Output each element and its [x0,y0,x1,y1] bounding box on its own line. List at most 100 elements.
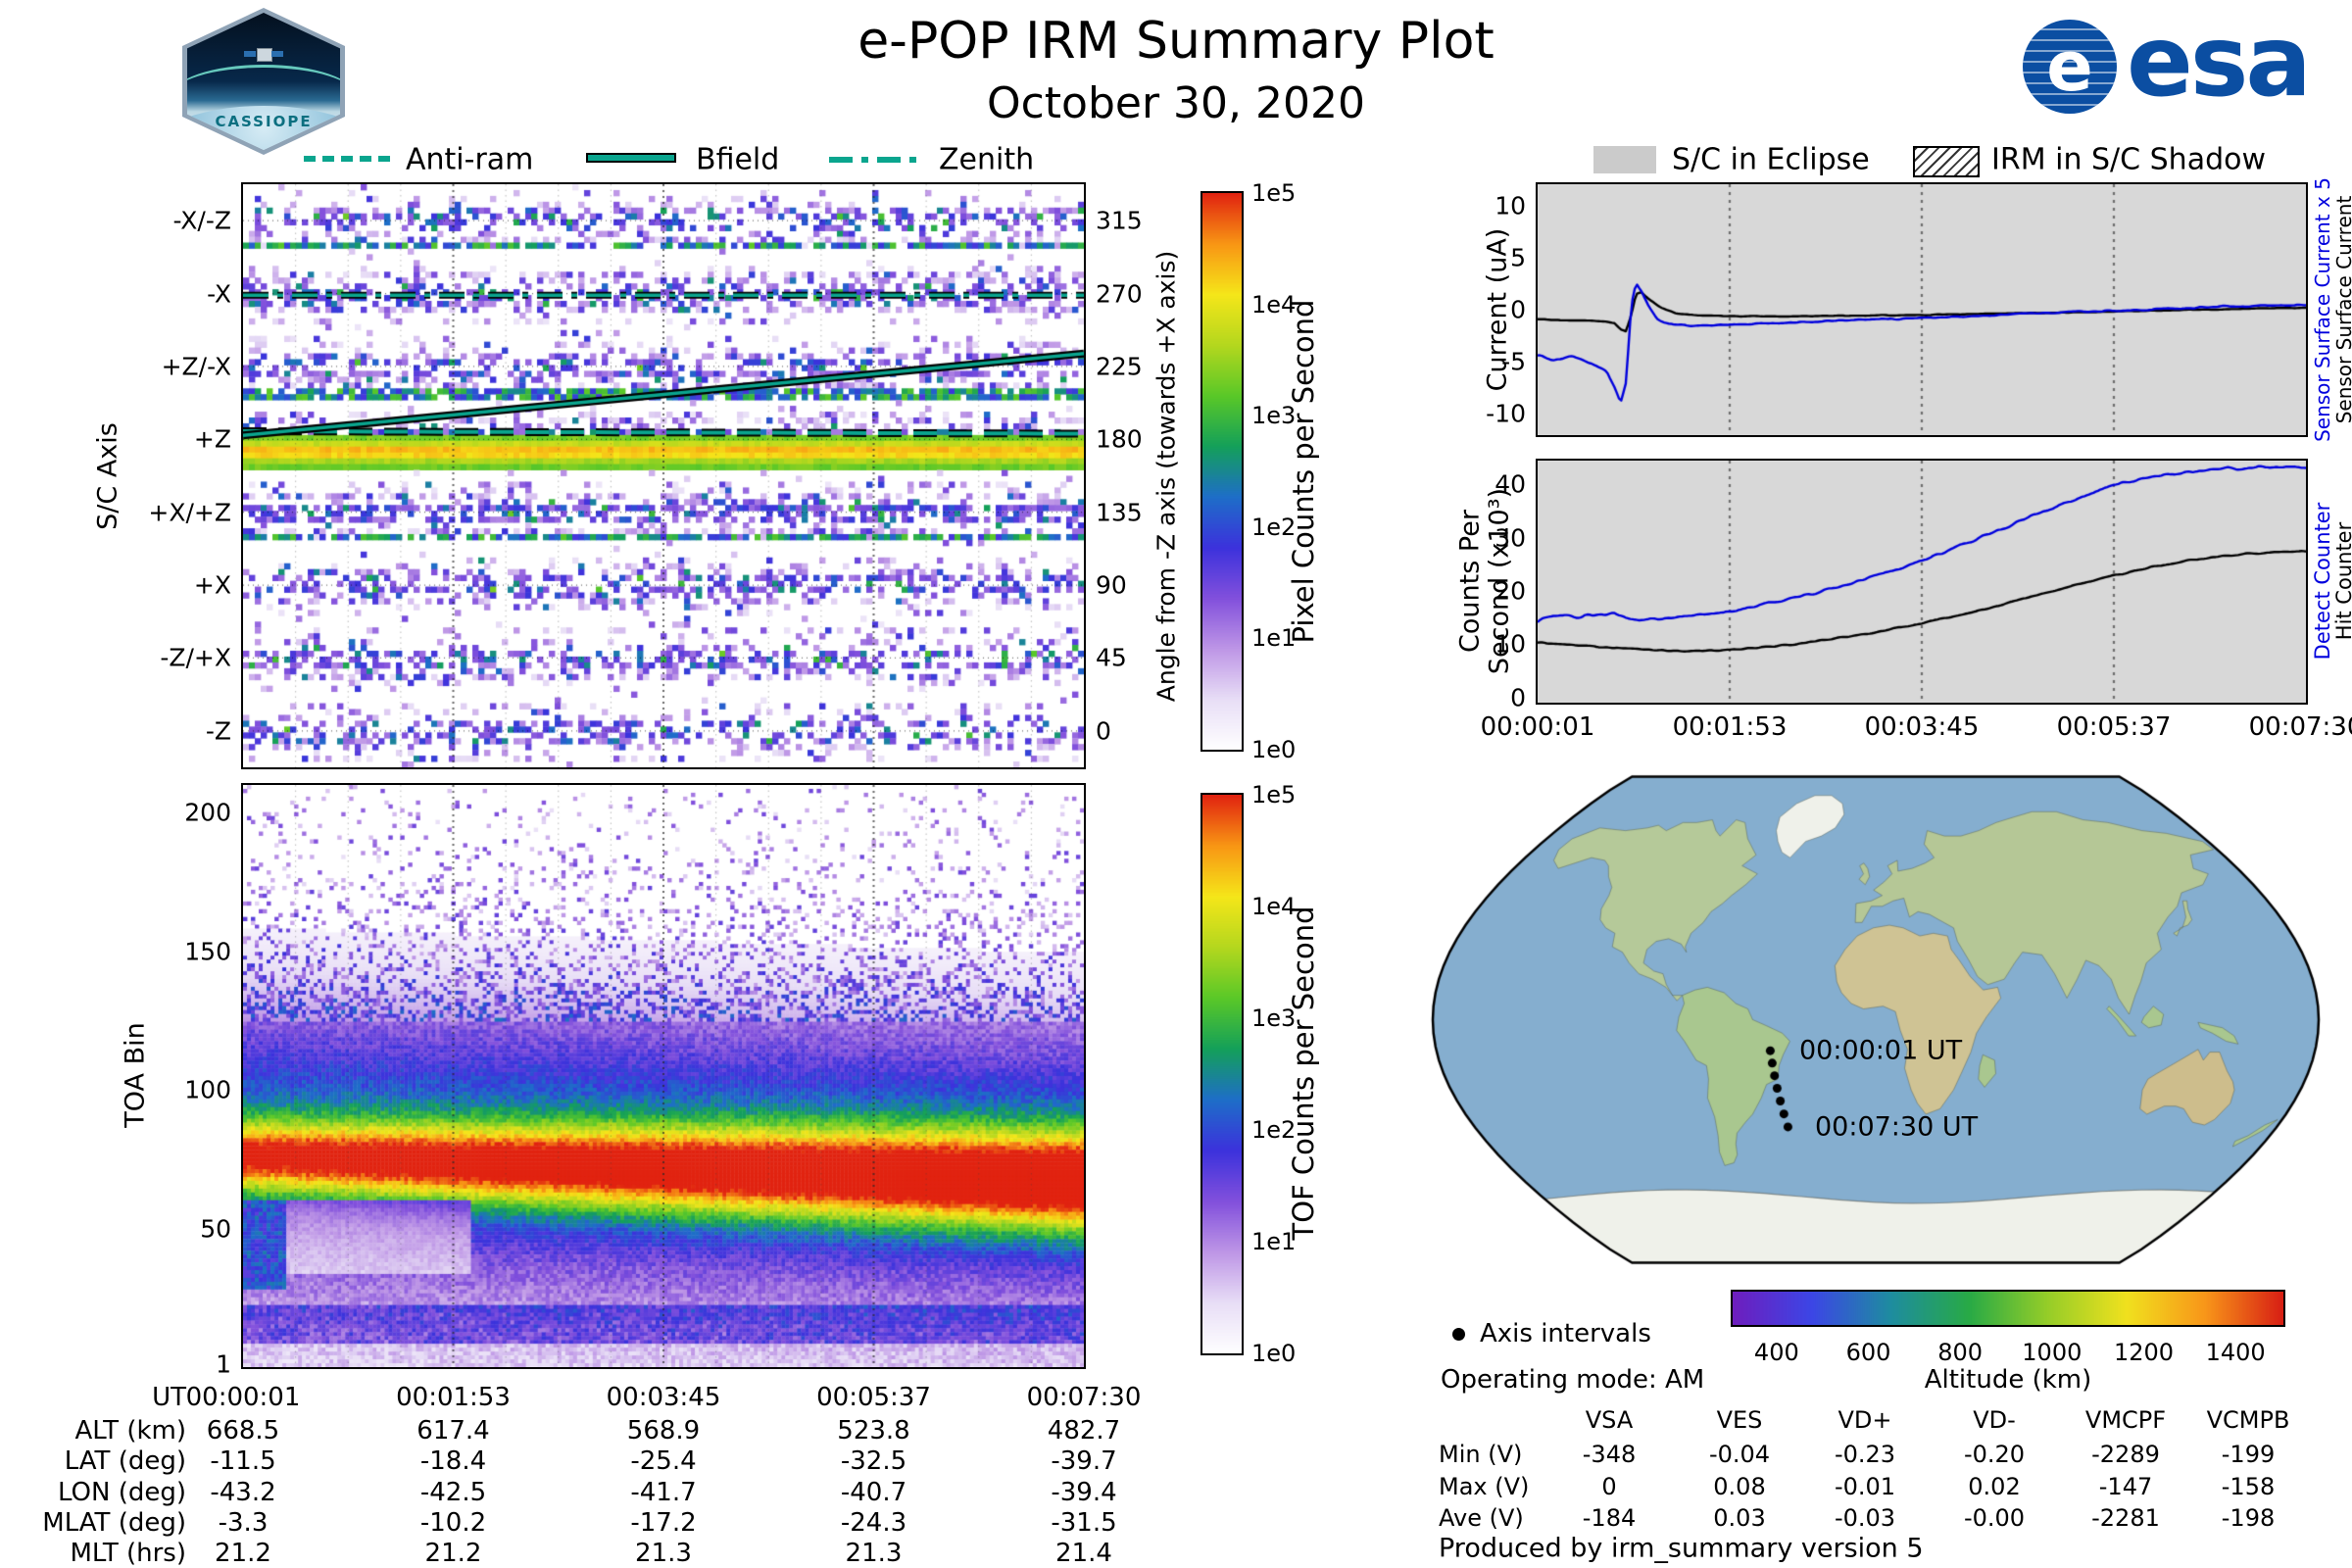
ephemeris-cell: -39.7 [1051,1446,1117,1476]
angle-right-tick-label: 135 [1096,498,1143,527]
ephemeris-row-label: MLAT (deg) [42,1508,186,1538]
voltage-cell: 0.03 [1713,1504,1766,1532]
angle-right-tick-label: 225 [1096,352,1143,381]
esa-globe-icon: e [2023,20,2117,114]
voltage-cell: -0.04 [1708,1441,1771,1468]
ephemeris-cell: -41.7 [630,1478,697,1507]
voltage-row-label: Ave (V) [1439,1504,1524,1532]
voltage-cell: -0.20 [1963,1441,2026,1468]
ephemeris-row-label: LAT (deg) [64,1446,186,1476]
cassiope-logo-text: CASSIOPE [215,113,313,131]
voltage-column-header: VES [1716,1406,1763,1434]
ephemeris-cell: -25.4 [630,1446,697,1476]
legend-bfield-label: Bfield [696,142,780,177]
ephemeris-cell: 668.5 [206,1416,280,1446]
angle-right-tick-label: 315 [1096,206,1143,235]
current-plot-canvas [1538,184,2306,435]
voltage-cell: -0.01 [1834,1473,1896,1500]
counts-ytick-label: 30 [1494,523,1526,553]
toa-ytick-label: 150 [184,937,231,966]
legend-bfield-line [586,153,676,163]
ephemeris-cell: -40.7 [840,1478,907,1507]
hit-counter-right-label: Hit Counter [2332,521,2352,641]
ephemeris-cell: 00:07:30 [1026,1383,1142,1412]
pixel-colorbar-panel [1200,191,1244,752]
esa-globe-letter: e [2046,26,2093,107]
altitude-tick-label: 800 [1937,1339,1984,1366]
counts-ylabel-line1: Counts Per [1454,510,1486,653]
satellite-icon [244,46,283,62]
ephemeris-row-label: UT [152,1383,186,1412]
voltage-cell: -199 [2221,1441,2276,1468]
voltage-cell: 0.02 [1968,1473,2021,1500]
esa-globe-stripes [2023,20,2117,114]
counts-ytick-label: 40 [1494,469,1526,499]
tof-colorbar-label: TOF Counts per Second [1287,906,1320,1241]
ephemeris-row-label: ALT (km) [74,1416,186,1446]
legend-shadow-label: IRM in S/C Shadow [1991,142,2267,177]
ephemeris-cell: -32.5 [840,1446,907,1476]
sc-axis-spectrogram-panel [241,182,1086,769]
pixel-colorbar-label: Pixel Counts per Second [1287,299,1320,644]
pixel-cbar-tick-label: 1e5 [1251,179,1297,207]
voltage-cell: -348 [1582,1441,1637,1468]
voltage-cell: -0.23 [1834,1441,1896,1468]
ephemeris-cell: -42.5 [419,1478,487,1507]
sensor-current-x5-right-label: Sensor Surface Current x 5 [2311,177,2334,442]
angle-right-tick-label: 45 [1096,643,1127,672]
tof-cbar-tick-label: 1e0 [1251,1340,1297,1367]
voltage-cell: -2281 [2091,1504,2160,1532]
track-start-label: 00:00:01 UT [1799,1035,1963,1066]
orbit-arc [187,65,340,128]
toa-ytick-label: 100 [184,1075,231,1104]
ephemeris-row-label: MLT (hrs) [70,1539,187,1568]
tof-colorbar-panel [1200,793,1244,1355]
altitude-tick-label: 400 [1753,1339,1799,1366]
ephemeris-cell: 21.2 [215,1539,271,1568]
toa-ytick-label: 1 [216,1349,231,1379]
ephemeris-cell: -17.2 [630,1508,697,1538]
pixel-cbar-tick-label: 1e1 [1251,624,1297,653]
counts-ytick-label: 20 [1494,576,1526,606]
axis-intervals-label: Axis intervals [1480,1319,1651,1348]
toa-spectrogram-canvas [243,785,1084,1367]
voltage-cell: -158 [2221,1473,2276,1500]
ephemeris-cell: 482.7 [1047,1416,1121,1446]
esa-wordmark: esa [2127,4,2312,119]
counts-ytick-label: 0 [1510,683,1526,712]
toa-spectrogram-panel [241,783,1086,1369]
altitude-colorbar-panel [1731,1290,2285,1327]
voltage-cell: 0 [1601,1473,1617,1500]
right-time-tick-label: 00:01:53 [1672,712,1788,742]
detect-counter-right-label: Detect Counter [2311,502,2334,661]
pixel-cbar-tick-label: 1e0 [1251,736,1297,763]
operating-mode-label: Operating mode: AM [1441,1365,1705,1395]
voltage-cell: -147 [2098,1473,2153,1500]
altitude-tick-label: 1000 [2022,1339,2082,1366]
voltage-column-header: VSA [1585,1406,1634,1434]
angle-right-tick-label: 0 [1096,716,1111,746]
tof-cbar-tick-label: 1e3 [1251,1004,1297,1032]
ephemeris-cell: 00:00:01 [185,1383,301,1412]
ephemeris-cell: -31.5 [1051,1508,1117,1538]
toa-ylabel: TOA Bin [120,1022,151,1128]
altitude-bar-label: Altitude (km) [1924,1365,2092,1395]
current-ytick-label: 0 [1510,295,1526,324]
voltage-column-header: VMCPF [2084,1406,2167,1434]
ephemeris-cell: 00:05:37 [816,1383,931,1412]
cassiope-logo: CASSIOPE [182,8,345,155]
current-plot-panel [1536,182,2308,437]
sc-axis-ytick-label: -X [207,279,231,309]
voltage-cell: -184 [1582,1504,1637,1532]
figure-date: October 30, 2020 [986,78,1365,128]
track-end-label: 00:07:30 UT [1815,1111,1979,1143]
sc-axis-spectrogram-canvas [243,184,1084,767]
produced-by-label: Produced by irm_summary version 5 [1439,1533,1924,1564]
legend-zenith-label: Zenith [939,142,1035,177]
counters-plot-canvas [1538,461,2306,703]
voltage-cell: -198 [2221,1504,2276,1532]
ephemeris-cell: -10.2 [419,1508,487,1538]
altitude-tick-label: 600 [1845,1339,1891,1366]
angle-right-tick-label: 270 [1096,279,1143,309]
voltage-row-label: Max (V) [1439,1473,1530,1500]
